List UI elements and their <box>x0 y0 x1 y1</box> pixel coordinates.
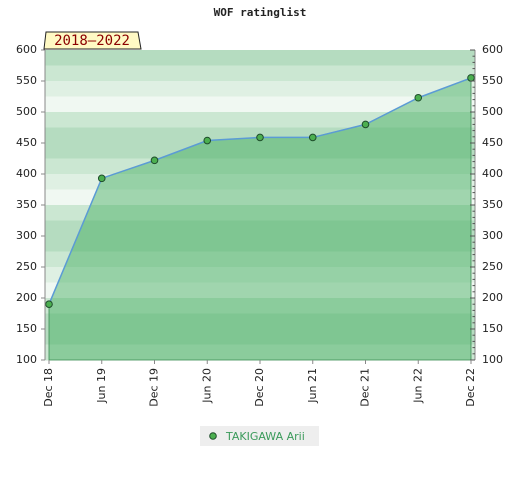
legend-label: TAKIGAWA Arii <box>225 430 305 443</box>
background-stripe <box>45 329 475 345</box>
point <box>467 74 475 82</box>
x-tick-label: Jun 21 <box>306 368 319 404</box>
point <box>97 174 106 183</box>
x-tick-label: Jun 19 <box>95 368 108 404</box>
background-stripe <box>45 282 475 299</box>
chart-title: WOF ratinglist <box>214 6 307 19</box>
y-tick-label: 450 <box>16 136 37 149</box>
y-tick-label: 200 <box>16 291 37 304</box>
background-stripe <box>45 344 475 361</box>
y2-tick-label: 150 <box>482 322 503 335</box>
y2-tick-label: 100 <box>482 353 503 366</box>
x-tick-label: Dec 18 <box>42 368 55 407</box>
y2-tick-label: 450 <box>482 136 503 149</box>
background-stripe <box>45 298 475 314</box>
background-stripe <box>45 236 475 252</box>
x-tick-label: Jun 22 <box>411 368 424 404</box>
annotation-box <box>43 31 142 50</box>
point <box>256 133 264 142</box>
background-stripe <box>45 313 475 330</box>
y-tick-label: 300 <box>16 229 37 242</box>
x-tick-label: Jun 20 <box>200 368 213 404</box>
legend-box <box>200 426 319 446</box>
background-stripe <box>45 267 475 283</box>
y-tick-label: 400 <box>16 167 37 180</box>
background-stripe <box>45 189 475 206</box>
x-tick-label: Dec 19 <box>148 368 161 407</box>
y-tick-label: 500 <box>16 105 37 118</box>
background-stripe <box>45 143 475 159</box>
y-tick-label: 550 <box>16 74 37 87</box>
annotation: 2018–2022 <box>54 33 130 49</box>
background-stripe <box>45 205 475 221</box>
point <box>45 300 53 309</box>
y2-tick-label: 200 <box>482 291 503 304</box>
background-stripe <box>45 96 475 113</box>
y2-tick-label: 300 <box>482 229 503 242</box>
x-tick-label: Dec 20 <box>253 368 266 407</box>
point <box>203 136 212 145</box>
point <box>150 156 159 165</box>
x-tick-label: Dec 22 <box>464 368 477 407</box>
y2-tick-label: 350 <box>482 198 503 211</box>
y2-tick-label: 550 <box>482 74 503 87</box>
point <box>414 93 423 102</box>
y2-tick-label: 500 <box>482 105 503 118</box>
point <box>361 120 370 129</box>
background-stripe <box>45 50 475 66</box>
point <box>308 133 317 142</box>
y2-tick-label: 400 <box>482 167 503 180</box>
background-stripe <box>45 220 475 237</box>
y2-tick-label: 250 <box>482 260 503 273</box>
background-stripe <box>45 81 475 97</box>
legend-marker <box>209 432 217 440</box>
x-tick-label: Dec 21 <box>359 368 372 407</box>
background-stripe <box>45 251 475 268</box>
y2-tick-label: 600 <box>482 43 503 56</box>
background-stripe <box>45 65 475 82</box>
y-tick-label: 100 <box>16 353 37 366</box>
background-stripe <box>45 174 475 190</box>
y-tick-label: 150 <box>16 322 37 335</box>
y-tick-label: 600 <box>16 43 37 56</box>
y-tick-label: 250 <box>16 260 37 273</box>
y-tick-label: 350 <box>16 198 37 211</box>
